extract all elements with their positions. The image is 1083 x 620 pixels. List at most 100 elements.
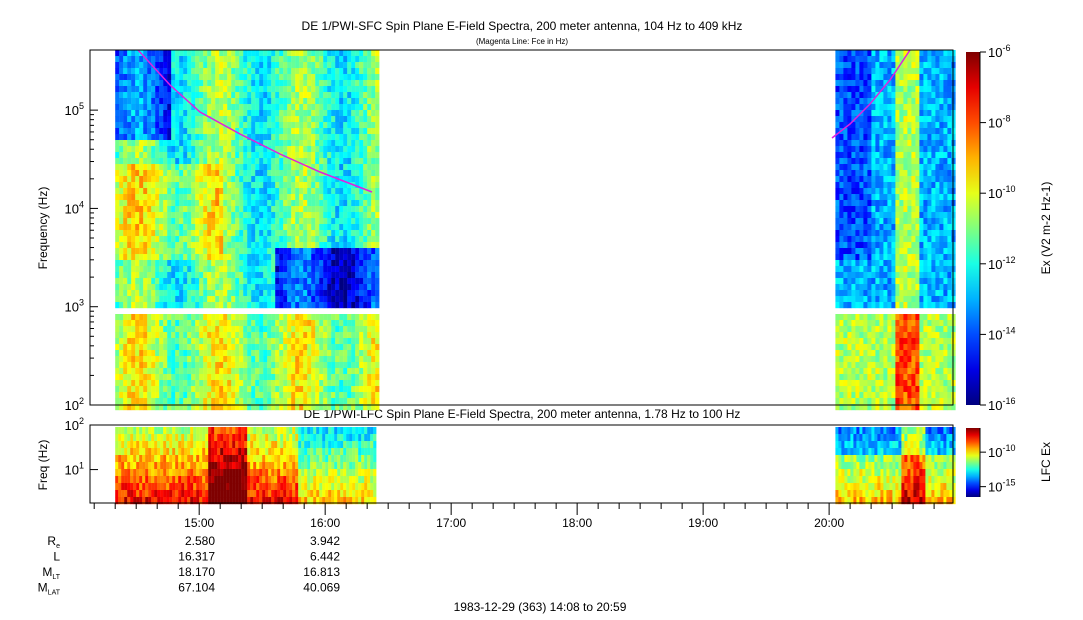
spectrogram-cell	[883, 188, 888, 195]
spectrogram-cell	[895, 386, 900, 393]
spectrogram-cell	[347, 92, 352, 99]
spectrogram-cell	[891, 74, 896, 81]
spectrogram-cell	[367, 344, 372, 351]
spectrogram-cell	[307, 110, 312, 117]
spectrogram-cell	[207, 344, 212, 351]
spectrogram-cell	[299, 116, 304, 123]
spectrogram-cell	[135, 182, 140, 189]
spectrogram-cell	[375, 92, 380, 99]
spectrogram-cell	[839, 176, 844, 183]
spectrogram-cell	[287, 50, 292, 57]
spectrogram-cell	[119, 152, 124, 159]
spectrogram-cell	[163, 188, 168, 195]
spectrogram-cell	[843, 170, 848, 177]
spectrogram-cell	[335, 158, 340, 165]
spectrogram-cell	[879, 92, 884, 99]
spectrogram-cell	[835, 260, 840, 267]
spectrogram-cell	[163, 140, 168, 147]
spectrogram-cell	[363, 98, 368, 105]
spectrogram-cell	[283, 236, 288, 243]
spectrogram-cell	[323, 224, 328, 231]
spectrogram-cell	[851, 146, 856, 153]
spectrogram-cell	[187, 404, 192, 411]
spectrogram-cell	[887, 344, 892, 351]
spectrogram-cell	[207, 350, 212, 357]
spectrogram-cell	[127, 104, 132, 111]
spectrogram-cell	[215, 92, 220, 99]
spectrogram-cell	[211, 218, 216, 225]
spectrogram-cell	[127, 92, 132, 99]
spectrogram-cell	[859, 182, 864, 189]
spectrogram-cell	[219, 248, 224, 255]
spectrogram-cell	[251, 398, 256, 405]
spectrogram-cell	[251, 128, 256, 135]
spectrogram-cell	[375, 176, 380, 183]
spectrogram-cell	[247, 284, 252, 291]
spectrogram-cell	[115, 140, 120, 147]
spectrogram-cell	[371, 320, 376, 327]
spectrogram-cell	[271, 380, 276, 387]
spectrogram-cell	[879, 338, 884, 345]
spectrogram-cell	[323, 296, 328, 303]
spectrogram-cell	[187, 314, 192, 321]
spectrogram-cell	[371, 74, 376, 81]
spectrogram-cell	[187, 380, 192, 387]
spectrogram-cell	[843, 80, 848, 87]
spectrogram-cell	[335, 242, 340, 249]
spectrogram-cell	[259, 56, 264, 63]
spectrogram-cell	[375, 248, 380, 255]
spectrogram-cell	[331, 152, 336, 159]
spectrogram-cell	[299, 392, 304, 399]
spectrogram-cell	[227, 200, 232, 207]
spectrogram-cell	[179, 272, 184, 279]
spectrogram-cell	[115, 260, 120, 267]
spectrogram-cell	[299, 230, 304, 237]
spectrogram-cell	[139, 206, 144, 213]
spectrogram-cell	[183, 356, 188, 363]
spectrogram-cell	[175, 386, 180, 393]
spectrogram-cell	[891, 266, 896, 273]
spectrogram-cell	[159, 140, 164, 147]
spectrogram-cell	[843, 230, 848, 237]
spectrogram-cell	[863, 320, 868, 327]
spectrogram-cell	[863, 326, 868, 333]
spectrogram-cell	[879, 194, 884, 201]
spectrogram-cell	[247, 224, 252, 231]
spectrogram-cell	[215, 176, 220, 183]
spectrogram-cell	[363, 74, 368, 81]
spectrogram-cell	[151, 302, 156, 309]
spectrogram-cell	[311, 56, 316, 63]
spectrogram-cell	[147, 188, 152, 195]
spectrogram-cell	[351, 362, 356, 369]
spectrogram-cell	[131, 104, 136, 111]
spectrogram-cell	[235, 158, 240, 165]
spectrogram-cell	[259, 68, 264, 75]
spectrogram-cell	[123, 218, 128, 225]
spectrogram-cell	[375, 230, 380, 237]
spectrogram-cell	[247, 80, 252, 87]
spectrogram-cell	[215, 314, 220, 321]
spectrogram-cell	[855, 296, 860, 303]
spectrogram-cell	[347, 200, 352, 207]
spectrogram-cell	[867, 224, 872, 231]
spectrogram-cell	[319, 188, 324, 195]
spectrogram-cell	[207, 230, 212, 237]
spectrogram-cell	[859, 314, 864, 321]
spectrogram-cell	[271, 224, 276, 231]
spectrogram-cell	[175, 140, 180, 147]
spectrogram-cell	[271, 104, 276, 111]
spectrogram-cell	[883, 128, 888, 135]
spectrogram-cell	[247, 68, 252, 75]
spectrogram-cell	[247, 278, 252, 285]
spectrogram-cell	[207, 374, 212, 381]
spectrogram-cell	[295, 176, 300, 183]
spectrogram-cell	[175, 128, 180, 135]
spectrogram-cell	[867, 368, 872, 375]
spectrogram-cell	[275, 326, 280, 333]
spectrogram-cell	[295, 68, 300, 75]
spectrogram-cell	[239, 254, 244, 261]
spectrogram-cell	[255, 74, 260, 81]
spectrogram-cell	[903, 188, 908, 195]
spectrogram-cell	[171, 368, 176, 375]
spectrogram-cell	[179, 56, 184, 63]
